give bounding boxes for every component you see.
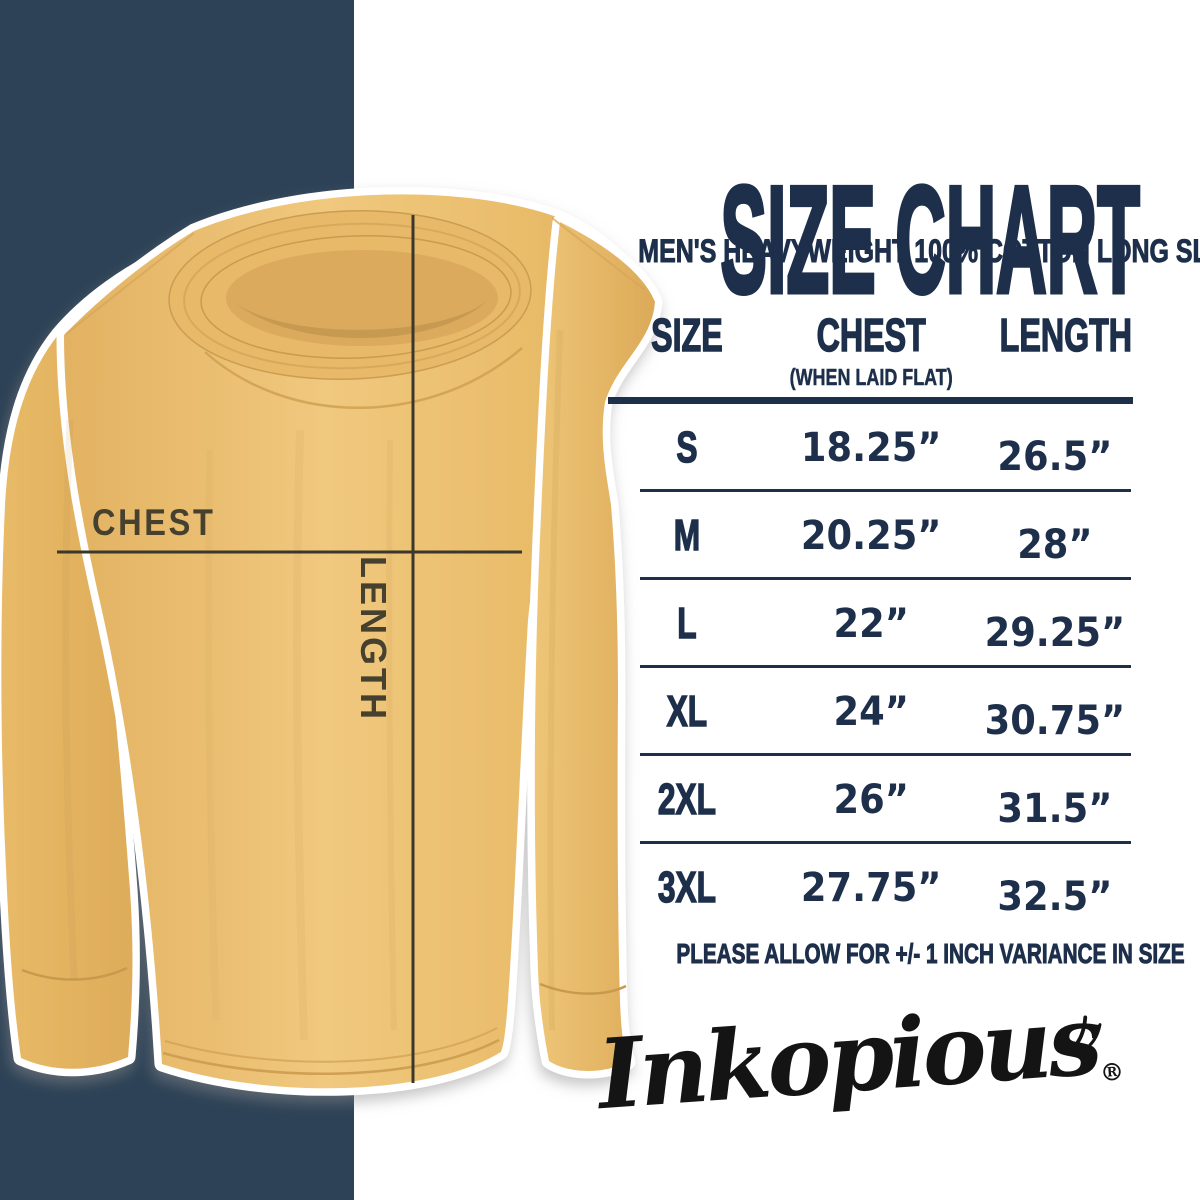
shirt-torso — [56, 186, 656, 1096]
length-cell: 31.5” — [997, 786, 1113, 832]
size-cell: 2XL — [657, 774, 716, 825]
length-measure-label: LENGTH — [353, 556, 394, 722]
size-table: S 18.25” 26.5” M 20.25” 28” L 22” 29.25”… — [608, 404, 1134, 932]
table-row: 2XL 26” 31.5” — [608, 756, 1134, 844]
length-cell: 26.5” — [997, 434, 1113, 480]
col-header-length: LENGTH — [999, 308, 1133, 362]
size-cell: M — [673, 510, 701, 561]
size-cell: 3XL — [657, 862, 716, 913]
variance-note: PLEASE ALLOW FOR +/- 1 INCH VARIANCE IN … — [676, 938, 1185, 970]
col-header-chest-sub: (WHEN LAID FLAT) — [789, 364, 953, 391]
table-row: 3XL 27.75” 32.5” — [608, 844, 1134, 932]
chest-cell: 18.25” — [800, 425, 942, 471]
col-header-size: SIZE — [651, 308, 724, 362]
logo-text: Inkopious — [594, 983, 1102, 1132]
shirt-right-sleeve — [527, 214, 663, 1079]
size-cell: S — [676, 422, 698, 473]
length-cell: 32.5” — [997, 874, 1113, 920]
col-header-chest: CHEST — [816, 308, 926, 362]
shirt-photo — [0, 186, 663, 1096]
size-cell: XL — [666, 686, 708, 737]
shirt-collar — [168, 210, 532, 409]
length-cell: 28” — [1017, 522, 1093, 568]
shirt-seams — [21, 217, 646, 1075]
size-chart-panel: SIZE CHART MEN'S HEAVYWEIGHT 100% COTTON… — [577, 0, 1200, 1200]
table-header: SIZE CHEST LENGTH (WHEN LAID FLAT) — [608, 308, 1134, 391]
size-cell: L — [677, 598, 697, 649]
chest-cell: 27.75” — [800, 865, 942, 911]
chest-cell: 22” — [833, 601, 909, 647]
subtitle: MEN'S HEAVYWEIGHT 100% COTTON LONG SLEEV… — [638, 233, 1200, 270]
table-row: S 18.25” 26.5” — [608, 404, 1134, 492]
length-cell: 30.75” — [984, 698, 1126, 744]
header-divider-rule — [608, 397, 1133, 404]
table-row: XL 24” 30.75” — [608, 668, 1134, 756]
chest-cell: 24” — [833, 689, 909, 735]
chest-cell: 26” — [833, 777, 909, 823]
chest-cell: 20.25” — [800, 513, 942, 559]
inkopious-logo: Inkopious® — [577, 981, 1144, 1133]
chest-measure-label: CHEST — [92, 502, 216, 543]
registered-trademark: ® — [1099, 1056, 1126, 1088]
brush-flourish-icon — [1074, 1015, 1102, 1047]
length-cell: 29.25” — [984, 610, 1126, 656]
table-row: M 20.25” 28” — [608, 492, 1134, 580]
table-row: L 22” 29.25” — [608, 580, 1134, 668]
